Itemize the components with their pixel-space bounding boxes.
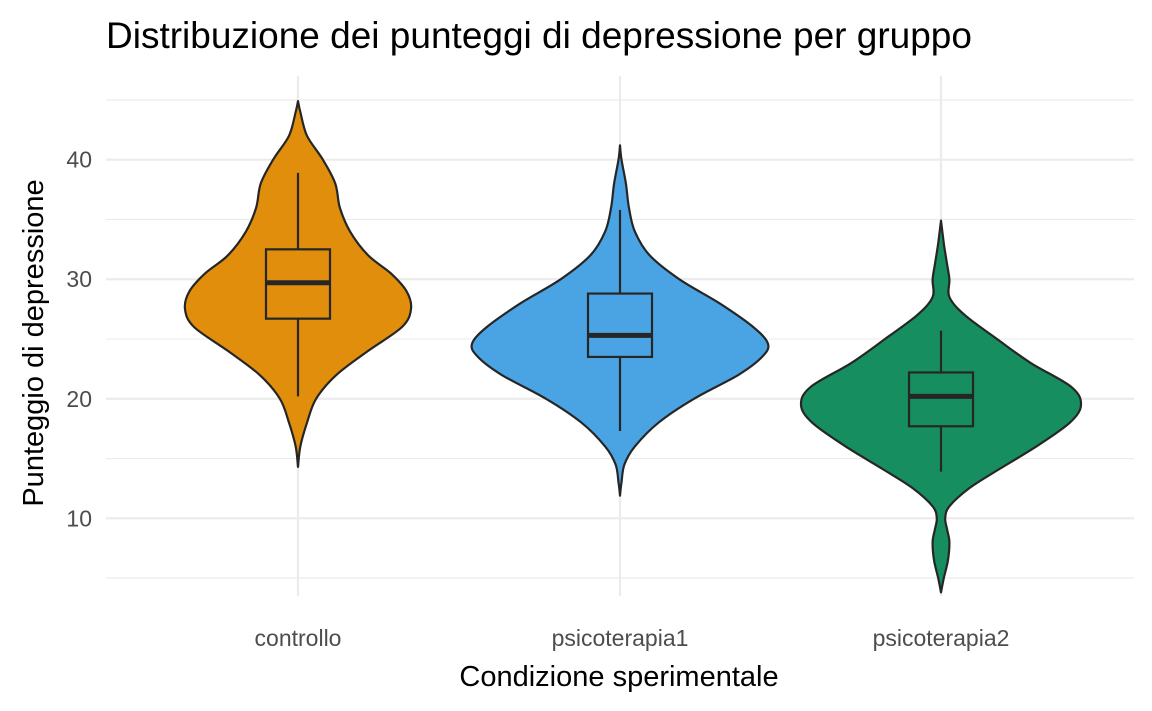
x-tick-label: psicoterapia1: [552, 625, 689, 651]
y-tick-label: 40: [66, 147, 92, 173]
x-tick-label: controllo: [255, 625, 342, 651]
x-axis-ticks: controllo psicoterapia1 psicoterapia2: [255, 625, 1010, 651]
x-tick-label: psicoterapia2: [873, 625, 1010, 651]
x-axis-title: Condizione sperimentale: [459, 661, 778, 693]
y-axis-title: Punteggio di depressione: [18, 179, 50, 506]
y-tick-label: 20: [66, 386, 92, 412]
chart-title: Distribuzione dei punteggi di depression…: [106, 15, 972, 56]
y-tick-label: 30: [66, 266, 92, 292]
boxplots: [264, 172, 975, 472]
box-psicoterapia1: [586, 292, 654, 359]
y-tick-label: 10: [66, 505, 92, 531]
box-psicoterapia2: [907, 371, 975, 428]
y-axis-ticks: 10 20 30 40: [66, 147, 92, 532]
